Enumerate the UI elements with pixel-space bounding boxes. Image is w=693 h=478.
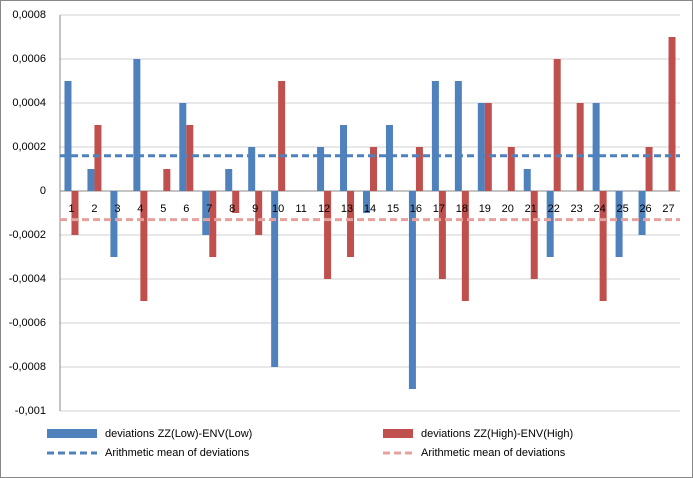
- bar: [248, 147, 256, 191]
- bar: [576, 103, 584, 191]
- x-tick-label: 8: [229, 203, 235, 215]
- legend-swatch: [383, 429, 413, 438]
- x-tick-label: 11: [295, 203, 306, 215]
- bar: [638, 191, 646, 235]
- y-tick-label: -0,001: [15, 405, 46, 417]
- x-tick-label: 9: [252, 203, 258, 215]
- bar: [546, 191, 554, 257]
- x-tick-label: 15: [387, 203, 399, 215]
- bar: [530, 191, 538, 279]
- x-tick-label: 23: [571, 203, 583, 215]
- bar: [232, 191, 240, 213]
- bar: [438, 191, 446, 279]
- y-tick-label: -0,0002: [9, 229, 46, 241]
- bar: [133, 59, 141, 191]
- y-tick-label: 0: [40, 185, 46, 197]
- bar: [415, 147, 423, 191]
- bar: [484, 103, 492, 191]
- x-tick-label: 22: [548, 203, 560, 215]
- bar: [507, 147, 515, 191]
- bar: [94, 125, 102, 191]
- y-tick-label: 0,0002: [12, 141, 46, 153]
- x-tick-label: 2: [91, 203, 97, 215]
- y-tick-label: 0,0008: [12, 9, 46, 21]
- x-tick-label: 13: [341, 203, 353, 215]
- x-tick-label: 5: [160, 203, 166, 215]
- bar: [431, 81, 439, 191]
- bar: [477, 103, 485, 191]
- legend-label: deviations ZZ(High)-ENV(High): [421, 428, 573, 440]
- bar: [202, 191, 210, 235]
- bar: [370, 147, 377, 191]
- x-tick-label: 3: [114, 203, 120, 215]
- bar: [110, 191, 118, 257]
- bar: [599, 191, 607, 301]
- bar: [163, 169, 171, 191]
- y-tick-label: -0,0006: [9, 317, 46, 329]
- x-tick-label: 10: [272, 203, 284, 215]
- legend-label: deviations ZZ(Low)-ENV(Low): [105, 428, 252, 440]
- x-tick-label: 21: [525, 203, 537, 215]
- x-tick-label: 26: [639, 203, 651, 215]
- bar: [454, 81, 462, 191]
- bar: [64, 81, 72, 191]
- y-tick-label: 0,0004: [12, 97, 46, 109]
- bar: [87, 169, 95, 191]
- legend-swatch: [47, 429, 97, 438]
- bar: [592, 103, 600, 191]
- legend-label: Arithmetic mean of deviations: [421, 447, 566, 459]
- bar: [255, 191, 263, 235]
- y-tick-label: -0,0004: [9, 273, 46, 285]
- x-tick-label: 17: [433, 203, 445, 215]
- x-tick-label: 4: [137, 203, 143, 215]
- y-tick-label: 0,0006: [12, 53, 46, 65]
- bar: [179, 103, 187, 191]
- legend-label: Arithmetic mean of deviations: [105, 447, 250, 459]
- x-tick-label: 19: [479, 203, 491, 215]
- x-tick-label: 27: [662, 203, 674, 215]
- bar: [523, 169, 531, 191]
- bar: [71, 191, 79, 235]
- bar: [140, 191, 148, 301]
- x-tick-label: 16: [410, 203, 422, 215]
- bar: [553, 59, 561, 191]
- x-tick-label: 1: [68, 203, 74, 215]
- bar: [317, 147, 325, 191]
- x-tick-label: 7: [206, 203, 212, 215]
- bar: [668, 37, 676, 191]
- y-tick-label: -0,0008: [9, 361, 46, 373]
- x-tick-label: 25: [616, 203, 628, 215]
- bar: [324, 191, 332, 279]
- x-tick-label: 14: [364, 203, 376, 215]
- bar: [461, 191, 469, 301]
- bar: [615, 191, 623, 257]
- bar: [645, 147, 653, 191]
- x-tick-label: 18: [456, 203, 468, 215]
- bar: [408, 191, 416, 389]
- bar: [186, 125, 194, 191]
- x-tick-label: 24: [594, 203, 606, 215]
- bar: [209, 191, 217, 257]
- bar: [347, 191, 355, 257]
- bar: [278, 81, 286, 191]
- bar: [363, 191, 370, 213]
- x-tick-label: 6: [183, 203, 189, 215]
- bar: [385, 125, 393, 191]
- bar: [271, 191, 279, 367]
- x-tick-label: 20: [502, 203, 514, 215]
- x-tick-label: 12: [318, 203, 330, 215]
- bar: [340, 125, 348, 191]
- bar: [225, 169, 233, 191]
